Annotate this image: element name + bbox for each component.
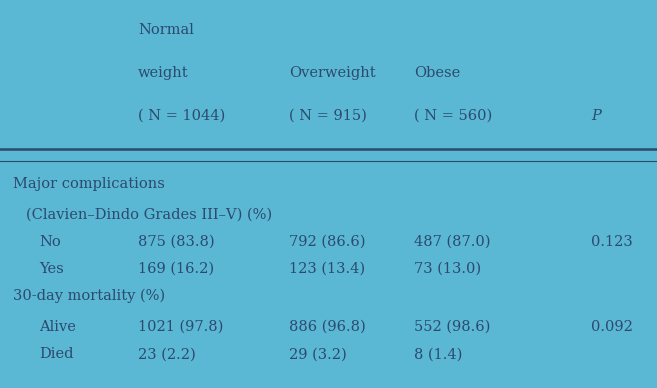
Text: 487 (87.0): 487 (87.0) <box>414 235 490 249</box>
Text: Major complications: Major complications <box>13 177 165 191</box>
Text: Yes: Yes <box>39 262 64 276</box>
Text: Alive: Alive <box>39 320 76 334</box>
Text: P: P <box>591 109 601 123</box>
Text: 73 (13.0): 73 (13.0) <box>414 262 481 276</box>
Text: 1021 (97.8): 1021 (97.8) <box>138 320 223 334</box>
Text: 8 (1.4): 8 (1.4) <box>414 347 463 361</box>
Text: weight: weight <box>138 66 189 80</box>
Text: ( N = 560): ( N = 560) <box>414 109 492 123</box>
Text: 169 (16.2): 169 (16.2) <box>138 262 214 276</box>
Text: 0.092: 0.092 <box>591 320 633 334</box>
Text: 552 (98.6): 552 (98.6) <box>414 320 490 334</box>
Text: Overweight: Overweight <box>289 66 376 80</box>
Text: Normal: Normal <box>138 23 194 37</box>
Text: 23 (2.2): 23 (2.2) <box>138 347 196 361</box>
Text: (Clavien–Dindo Grades III–V) (%): (Clavien–Dindo Grades III–V) (%) <box>26 208 273 222</box>
Text: No: No <box>39 235 61 249</box>
Text: 29 (3.2): 29 (3.2) <box>289 347 347 361</box>
Text: ( N = 1044): ( N = 1044) <box>138 109 225 123</box>
Text: 875 (83.8): 875 (83.8) <box>138 235 215 249</box>
Text: 0.123: 0.123 <box>591 235 633 249</box>
Text: 123 (13.4): 123 (13.4) <box>289 262 365 276</box>
Text: Died: Died <box>39 347 74 361</box>
Text: 886 (96.8): 886 (96.8) <box>289 320 366 334</box>
Text: ( N = 915): ( N = 915) <box>289 109 367 123</box>
Text: 30-day mortality (%): 30-day mortality (%) <box>13 289 166 303</box>
Text: Obese: Obese <box>414 66 460 80</box>
Text: 792 (86.6): 792 (86.6) <box>289 235 365 249</box>
